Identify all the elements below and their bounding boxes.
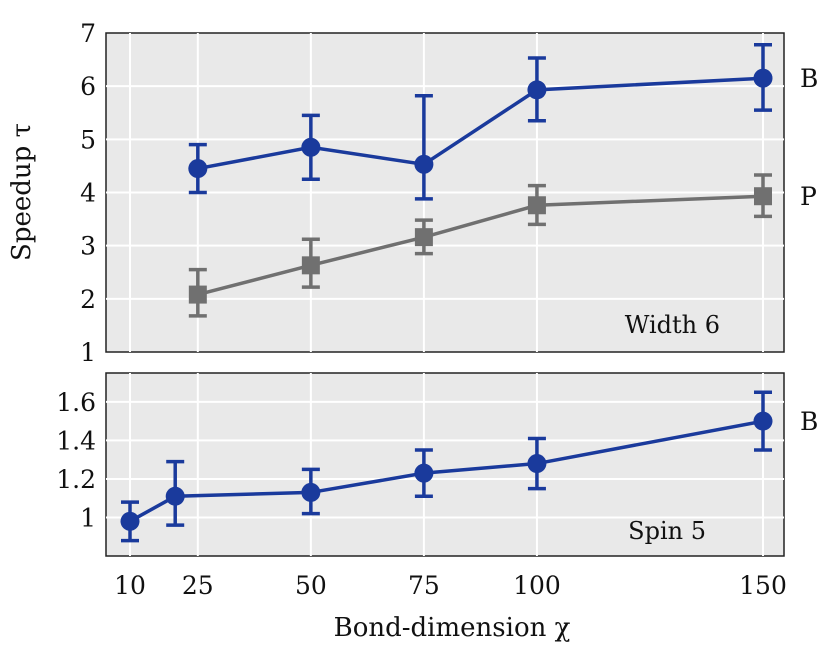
data-point	[414, 463, 434, 483]
series-b-circle	[120, 390, 773, 543]
bottom-y-ticks: 1 1.2 1.4 1.6	[56, 388, 96, 533]
y-tick-label: 3	[80, 232, 96, 261]
data-point	[165, 486, 185, 506]
x-tick-label: 25	[182, 571, 214, 600]
data-point	[527, 196, 546, 215]
x-tick-label: 10	[114, 571, 146, 600]
series-b-circle	[188, 42, 773, 201]
series-label: P	[800, 182, 817, 211]
data-point	[414, 228, 433, 247]
y-tick-label: 5	[80, 125, 96, 154]
data-point	[753, 411, 773, 431]
data-point	[188, 159, 208, 179]
data-point	[754, 187, 772, 206]
data-point	[301, 256, 320, 275]
series-label: B	[800, 407, 818, 436]
y-tick-label: 6	[80, 72, 96, 101]
x-tick-label: 150	[739, 571, 787, 600]
top-series: BP	[188, 42, 818, 318]
x-tick-label: 50	[295, 571, 327, 600]
y-tick-label: 1.6	[56, 388, 96, 417]
data-point	[188, 285, 207, 304]
y-tick-label: 2	[80, 285, 96, 314]
y-tick-label: 1.4	[56, 426, 96, 455]
series-label: B	[800, 64, 818, 93]
data-point	[527, 80, 547, 100]
y-tick-label: 4	[80, 179, 96, 208]
data-point	[120, 511, 140, 531]
data-point	[301, 137, 321, 157]
bottom-panel: 1 1.2 1.4 1.6 B Spin 5	[56, 372, 818, 557]
y-tick-label: 7	[80, 19, 96, 48]
series-p-square	[188, 173, 772, 318]
top-annotation: Width 6	[625, 311, 720, 339]
data-point	[753, 68, 773, 88]
x-ticks: 10 25 50 75 100 150	[114, 571, 787, 600]
data-point	[527, 454, 547, 474]
error-bar	[414, 93, 433, 201]
top-y-axis-label: Speedup τ	[7, 123, 37, 261]
x-tick-label: 100	[513, 571, 561, 600]
data-point	[301, 482, 321, 502]
y-tick-label: 1	[80, 503, 96, 532]
bottom-series: B	[120, 390, 818, 543]
bottom-plot-area	[105, 372, 785, 557]
bottom-annotation: Spin 5	[628, 517, 706, 545]
x-tick-label: 75	[408, 571, 440, 600]
x-axis-label: Bond-dimension χ	[334, 613, 571, 643]
y-tick-label: 1.2	[56, 465, 96, 494]
y-tick-label: 1	[80, 338, 96, 367]
top-y-ticks: 1 2 3 4 5 6 7	[80, 19, 96, 367]
data-point	[414, 154, 434, 174]
